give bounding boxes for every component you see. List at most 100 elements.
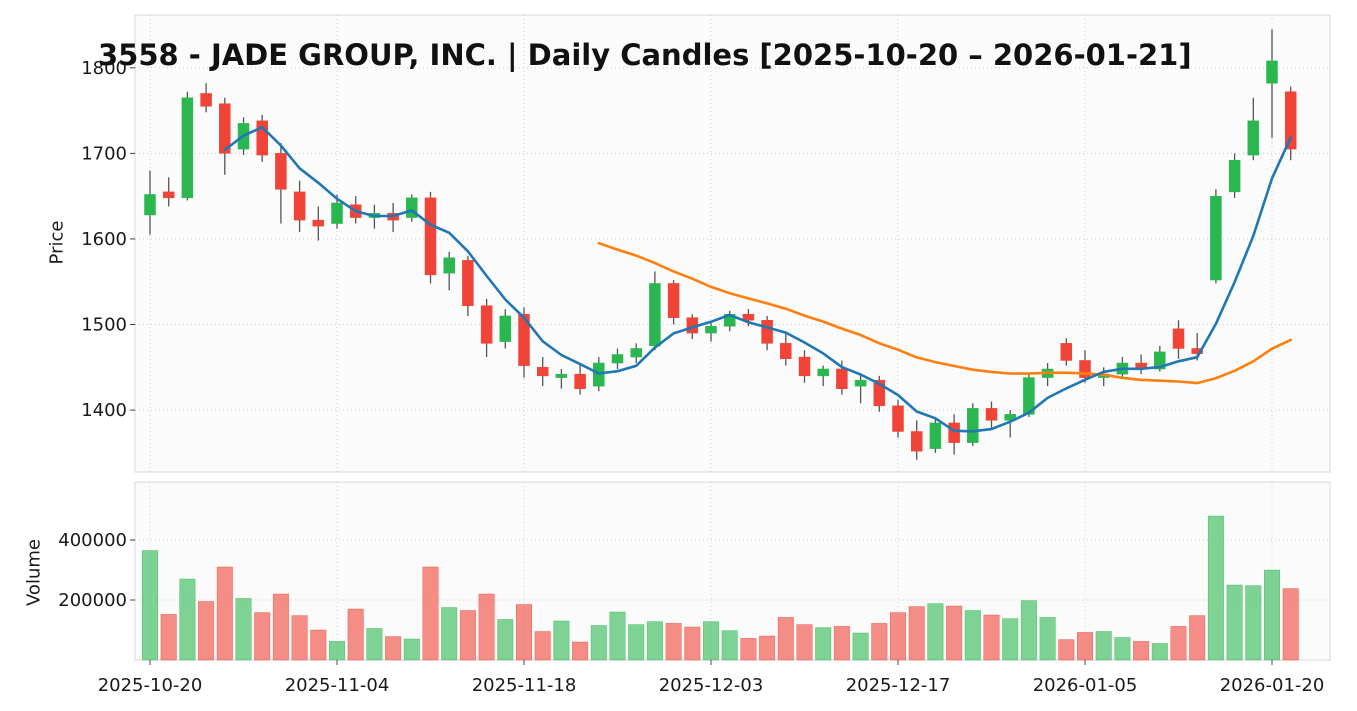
candle-body	[480, 305, 493, 344]
candle-body	[967, 408, 979, 443]
volume-bar	[1207, 515, 1224, 661]
volume-bar	[1170, 626, 1187, 661]
candle-body	[836, 368, 848, 389]
volume-bar	[572, 641, 589, 661]
volume-bar	[815, 627, 832, 661]
candle-body	[1060, 343, 1073, 361]
candle-body	[705, 325, 717, 334]
volume-bar	[422, 566, 439, 661]
price-tick-label: 1700	[81, 143, 127, 164]
volume-bar	[1077, 632, 1093, 661]
candle-body	[406, 197, 418, 218]
volume-bar	[871, 623, 888, 661]
volume-bar	[1020, 600, 1037, 661]
candle-body	[1154, 351, 1166, 370]
candle-body	[536, 367, 549, 377]
volume-bar	[254, 612, 271, 661]
candle-body	[910, 431, 923, 452]
volume-bar	[329, 641, 345, 661]
price-panel	[134, 14, 1331, 473]
volume-bar	[908, 606, 925, 661]
x-tick-label: 2025-12-17	[846, 675, 951, 696]
candle-body	[1023, 377, 1035, 415]
price-tick-label: 1400	[81, 400, 127, 421]
volume-bar	[1189, 615, 1206, 661]
volume-bar	[1039, 617, 1056, 661]
volume-bar	[1095, 631, 1112, 661]
candle-body	[162, 191, 175, 199]
candle-body	[798, 356, 811, 377]
volume-bar	[272, 593, 289, 661]
volume-bar	[160, 614, 177, 661]
volume-bar	[628, 624, 645, 661]
candle-body	[1284, 91, 1297, 150]
x-tick-label: 2025-10-20	[98, 675, 203, 696]
x-tick-label: 2025-12-03	[659, 675, 764, 696]
candle-body	[667, 283, 680, 318]
volume-bar	[310, 629, 327, 661]
ma-line-ma5	[223, 125, 1292, 433]
price-axis-label: Price	[46, 220, 68, 265]
candle-body	[761, 319, 773, 344]
volume-bar	[478, 593, 495, 661]
volume-bar	[684, 626, 701, 661]
ma-line-ma25	[597, 241, 1292, 385]
volume-bar	[777, 617, 794, 661]
volume-tick-label: 200000	[58, 590, 127, 611]
x-tick-label: 2026-01-20	[1220, 675, 1325, 696]
candle-body	[985, 408, 998, 421]
volume-bar	[1264, 569, 1280, 661]
volume-bar	[1245, 585, 1262, 661]
volume-bar	[927, 603, 944, 661]
candle-body	[518, 314, 530, 366]
volume-axis-label: Volume	[23, 539, 45, 606]
volume-bar	[609, 611, 626, 661]
candle-body	[817, 368, 829, 377]
volume-bar	[590, 625, 607, 661]
candle-body	[144, 194, 156, 216]
candle-body	[331, 202, 343, 224]
volume-bar	[946, 605, 963, 661]
candle-body	[443, 257, 455, 274]
candle-body	[256, 120, 268, 156]
candle-body	[574, 373, 586, 389]
volume-bar	[1058, 639, 1075, 661]
candle-body	[1079, 360, 1091, 378]
volume-bar	[534, 631, 551, 661]
volume-bar	[403, 638, 420, 661]
volume-bar	[1226, 584, 1243, 661]
volume-bar	[759, 635, 776, 661]
volume-bar	[646, 621, 663, 661]
price-tick-label: 1600	[81, 229, 127, 250]
volume-bar	[740, 638, 757, 661]
candle-body	[181, 97, 194, 199]
candle-body	[892, 405, 904, 432]
candle-body	[424, 197, 437, 276]
volume-bar	[833, 626, 850, 661]
volume-bar	[721, 630, 738, 661]
volume-bar	[703, 621, 719, 661]
volume-bar	[983, 614, 1000, 661]
price-tick-label: 1500	[81, 315, 127, 336]
volume-bar	[1151, 643, 1168, 661]
volume-bar	[235, 598, 252, 661]
candle-body	[499, 315, 512, 342]
candle-body	[1210, 195, 1222, 281]
volume-bar	[665, 623, 682, 661]
chart-title: 3558 - JADE GROUP, INC. | Daily Candles …	[98, 38, 1192, 72]
candle-body	[275, 153, 287, 190]
volume-bar	[198, 601, 215, 661]
x-tick-label: 2026-01-05	[1033, 675, 1138, 696]
candle-body	[1247, 120, 1260, 156]
volume-bar	[1133, 641, 1150, 661]
volume-bar	[366, 628, 383, 661]
volume-bar	[216, 566, 233, 661]
x-tick-label: 2025-11-18	[472, 675, 577, 696]
volume-bar	[852, 632, 869, 661]
candle-body	[1228, 159, 1241, 193]
candle-body	[555, 373, 568, 378]
volume-bar	[179, 578, 196, 661]
candle-body	[611, 354, 624, 364]
